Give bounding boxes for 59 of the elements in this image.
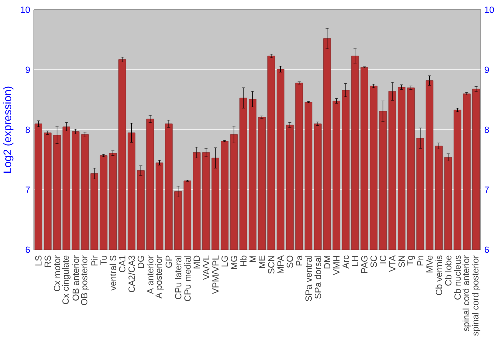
x-tick-label: Cx motor [54,256,60,292]
x-tick-label: MD [194,256,200,269]
x-tick-label: spinal cord anterior [462,256,472,332]
x-tick-label: SN [398,256,406,268]
y2-tick-label: 9 [484,66,490,74]
x-tick-label: SO [286,256,294,268]
y-tick-label: 10 [21,6,30,14]
x-tick-label: MVe [426,256,433,273]
x-tick-label: SC [370,256,378,268]
x-tick-label: VPM/VPL [212,256,219,294]
x-tick-label: DG [138,256,144,268]
x-tick-label: A posterior [156,256,164,299]
x-tick-label: VTA [389,255,396,272]
y-tick-label: 7 [26,186,30,194]
x-tick-label: SPa ventral [305,256,312,302]
x-tick-label: Hb [240,256,247,266]
x-tick-label: SPa dorsal [314,256,322,299]
x-tick-label: Tu [100,256,107,266]
y2-tick-label: 7 [484,186,490,194]
x-tick-label: CPu lateral [175,256,182,300]
x-tick-label: Pn [417,256,424,266]
x-tick-label: Tg [407,256,416,266]
x-tick-label: Cb vermis [436,256,442,296]
x-tick-label: MPA [278,255,284,274]
x-tick-label: M [250,256,256,262]
x-tick-label: PAG [361,256,368,273]
x-tick-label: GP [166,256,172,268]
x-tick-label: SCN [268,256,275,274]
y-tick-label: 6 [26,246,30,254]
x-tick-label: ventral S [110,256,116,291]
x-tick-label: CA2/CA3 [128,256,136,292]
y2-tick-label: 10 [485,6,494,14]
x-tick-label: LS [35,256,42,266]
x-tick-label: Pa [296,255,303,266]
x-tick-label: DM [324,256,330,269]
x-tick-label: IC [380,256,386,264]
x-tick-label: OB anterior [72,256,80,301]
y-tick-label: 8 [26,126,30,134]
x-tick-label: VMH [334,256,340,276]
x-tick-label: VA/VL [202,256,210,280]
y-tick-label: 9 [26,66,30,74]
x-tick-label: ME [259,256,266,268]
x-tick-label: Cx cingulate [62,256,71,304]
x-tick-label: LH [352,256,358,266]
x-tick-label: Pir [91,256,98,266]
x-tick-label: CA1 [119,256,126,272]
x-tick-label: CPu medial [184,256,191,302]
x-tick-label: MG [231,256,238,270]
x-tick-label: Cb lobe [445,256,452,286]
x-tick-label: Cb nucleus [454,256,462,300]
y-axis-title: Log2 (expression) [3,86,14,173]
x-tick-label: spinal cord posterior [472,256,481,336]
x-tick-label: Arc [342,256,350,269]
x-tick-label: OB posterior [81,256,90,306]
x-tick-label: LG [222,256,228,267]
y2-tick-label: 8 [484,126,490,134]
y2-tick-label: 6 [484,246,490,254]
x-tick-label: A anterior [147,256,154,294]
x-tick-label: RS [44,256,52,268]
